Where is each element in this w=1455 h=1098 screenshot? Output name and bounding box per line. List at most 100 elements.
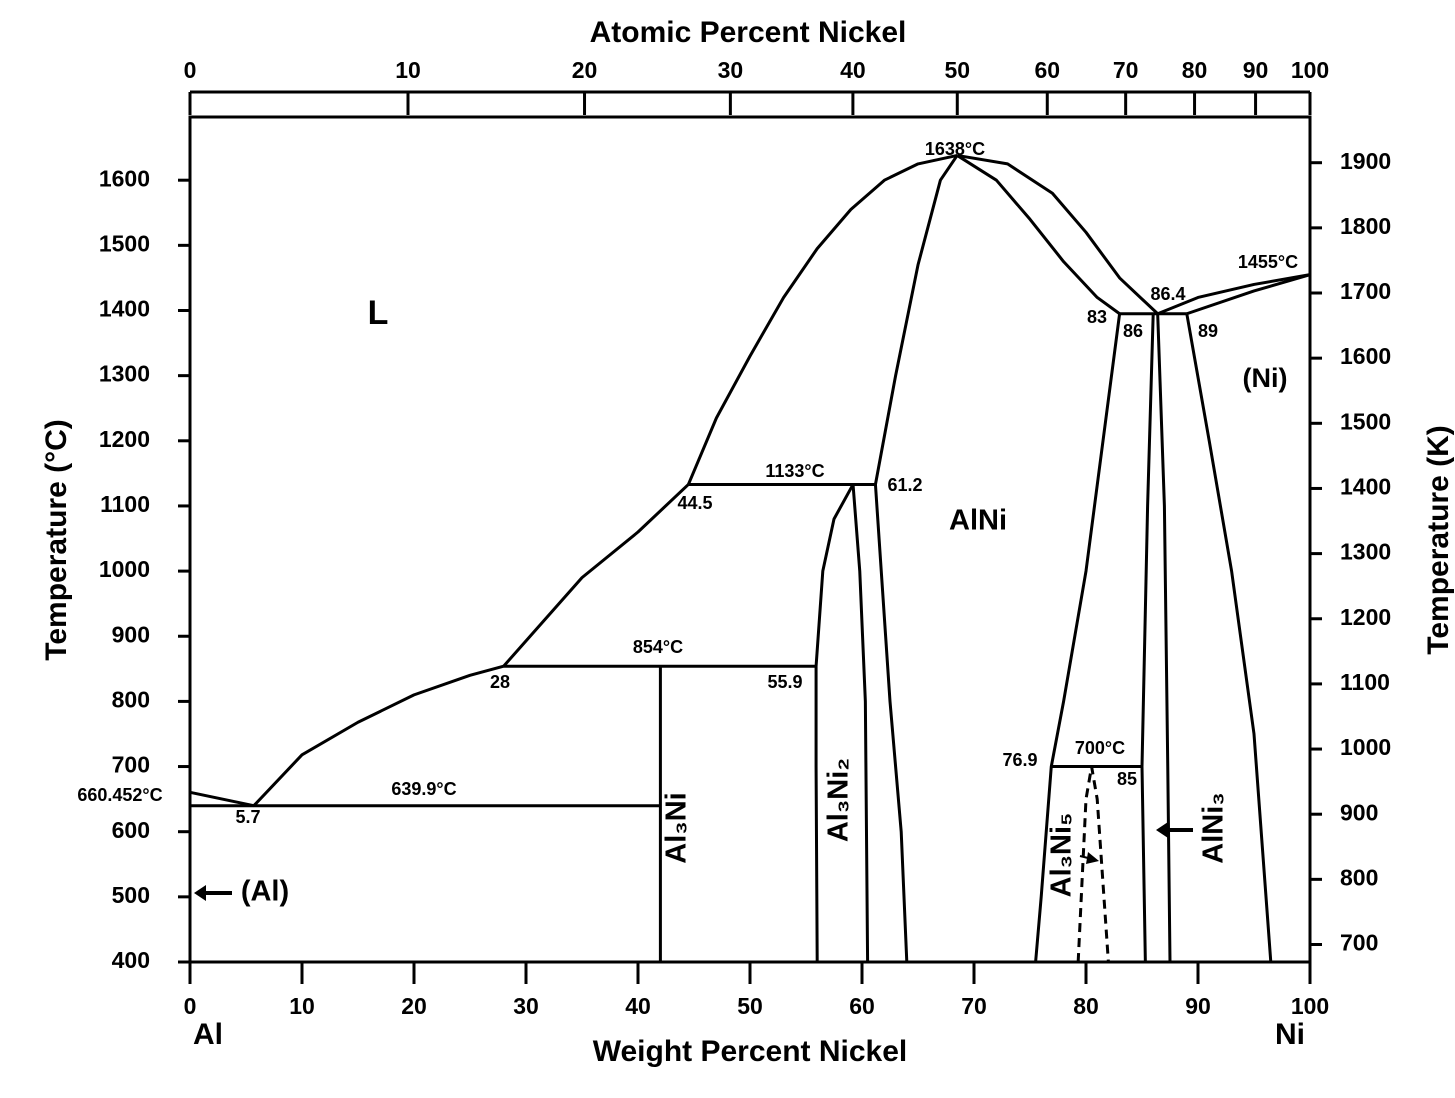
y-tick-label: 1100: [100, 491, 150, 517]
x-tick-label: 40: [625, 993, 651, 1019]
x2-tick-label: 80: [1182, 57, 1208, 83]
x-tick-label: 10: [289, 993, 315, 1019]
y2-tick-label: 1300: [1340, 539, 1391, 565]
phase-boundary: [1034, 313, 1122, 963]
y2-tick-label: 800: [1340, 864, 1378, 890]
annotation: 86.4: [1150, 284, 1185, 304]
annotation: 28: [490, 672, 510, 692]
y2-tick-label: 1600: [1340, 343, 1391, 369]
annotation: Al₃Ni₅: [1046, 813, 1078, 898]
y2-tick-label: 1900: [1340, 148, 1391, 174]
y-tick-label: 1500: [99, 230, 150, 256]
annotation: AlNi₃: [1198, 792, 1230, 863]
annotation: 854°C: [633, 637, 683, 657]
arrow-head: [194, 885, 206, 901]
arrow-head: [1086, 852, 1099, 864]
x-tick-label: 50: [737, 993, 763, 1019]
y-tick-label: 1400: [99, 296, 150, 322]
y-tick-label: 1300: [99, 361, 150, 387]
y-axis-title: Temperature (°C): [40, 419, 73, 660]
y-tick-label: 600: [112, 817, 150, 843]
phase-boundary: [1140, 313, 1155, 963]
y2-tick-label: 900: [1340, 799, 1378, 825]
x-tick-label: 60: [849, 993, 875, 1019]
phase-boundary: [956, 154, 1121, 315]
x2-tick-label: 30: [718, 57, 744, 83]
annotation: Al₃Ni: [661, 792, 693, 863]
x2-tick-label: 70: [1113, 57, 1139, 83]
x2-tick-label: 40: [840, 57, 866, 83]
annotation: 5.7: [235, 807, 260, 827]
y-tick-label: 500: [112, 882, 150, 908]
annotation: 44.5: [677, 493, 712, 513]
phase-boundary: [252, 664, 504, 807]
annotation: 83: [1087, 307, 1107, 327]
x2-tick-label: 90: [1243, 57, 1269, 83]
annotation: (Al): [241, 876, 289, 908]
annotation: 1455°C: [1238, 252, 1298, 272]
phase-boundary: [851, 484, 870, 963]
y2-tick-label: 1700: [1340, 278, 1391, 304]
y2-axis-title: Temperature (K): [1422, 425, 1455, 654]
x2-tick-label: 0: [184, 57, 197, 83]
y2-tick-label: 1100: [1340, 669, 1390, 695]
annotation: 86: [1123, 321, 1143, 341]
phase-boundary: [814, 483, 855, 963]
x-tick-label: 90: [1185, 993, 1211, 1019]
annotation: 639.9°C: [391, 779, 456, 799]
y2-tick-label: 1400: [1340, 474, 1391, 500]
phase-boundary: [1076, 765, 1110, 963]
phase-boundary: [1186, 273, 1311, 316]
annotation: 660.452°C: [77, 785, 162, 805]
phase-boundary: [1185, 313, 1273, 963]
phase-boundary: [189, 790, 255, 808]
y-tick-label: 1600: [99, 165, 150, 191]
y2-tick-label: 1500: [1340, 408, 1391, 434]
annotation: 85: [1117, 769, 1137, 789]
y-tick-label: 1200: [99, 426, 150, 452]
y-tick-label: 800: [112, 686, 150, 712]
y-tick-label: 400: [112, 947, 150, 973]
phase-boundary: [1156, 313, 1172, 963]
x-tick-label: 70: [961, 993, 987, 1019]
annotation: 61.2: [887, 475, 922, 495]
x-tick-label: 30: [513, 993, 539, 1019]
x2-axis-title: Atomic Percent Nickel: [590, 16, 907, 49]
x2-tick-label: 10: [395, 57, 421, 83]
annotation: 700°C: [1075, 738, 1125, 758]
annotation: Al₃Ni₂: [823, 758, 855, 842]
annotation: 1638°C: [925, 139, 985, 159]
annotation: 1133°C: [765, 461, 824, 481]
y2-tick-label: 1800: [1340, 213, 1391, 239]
annotation: (Ni): [1243, 363, 1288, 393]
x2-tick-label: 60: [1034, 57, 1060, 83]
x-tick-label: 100: [1291, 993, 1329, 1019]
x-tick-label: 0: [184, 993, 197, 1019]
annotation: 76.9: [1002, 750, 1037, 770]
phase-boundary: [502, 483, 690, 668]
x2-tick-label: 100: [1291, 57, 1329, 83]
phase-boundary: [873, 154, 959, 963]
annotation: 55.9: [767, 672, 802, 692]
x-axis-title: Weight Percent Nickel: [593, 1035, 908, 1068]
annotation: 89: [1198, 321, 1218, 341]
arrow-head: [1156, 822, 1168, 838]
y2-tick-label: 1200: [1340, 604, 1391, 630]
annotation: AlNi: [949, 505, 1007, 537]
x2-tick-label: 50: [944, 57, 970, 83]
x2-tick-label: 20: [572, 57, 598, 83]
phase-boundary: [687, 153, 958, 486]
x-tick-label: 80: [1073, 993, 1099, 1019]
y2-tick-label: 700: [1340, 930, 1378, 956]
end-label: Al: [193, 1018, 223, 1051]
phase-boundary: [1157, 273, 1311, 316]
x-tick-label: 20: [401, 993, 427, 1019]
y-tick-label: 900: [112, 621, 150, 647]
phase-boundary: [956, 153, 1159, 315]
end-label: Ni: [1275, 1018, 1305, 1051]
annotation: L: [368, 294, 389, 332]
y-tick-label: 1000: [99, 556, 150, 582]
y2-tick-label: 1000: [1340, 734, 1391, 760]
y-tick-label: 700: [112, 752, 150, 778]
